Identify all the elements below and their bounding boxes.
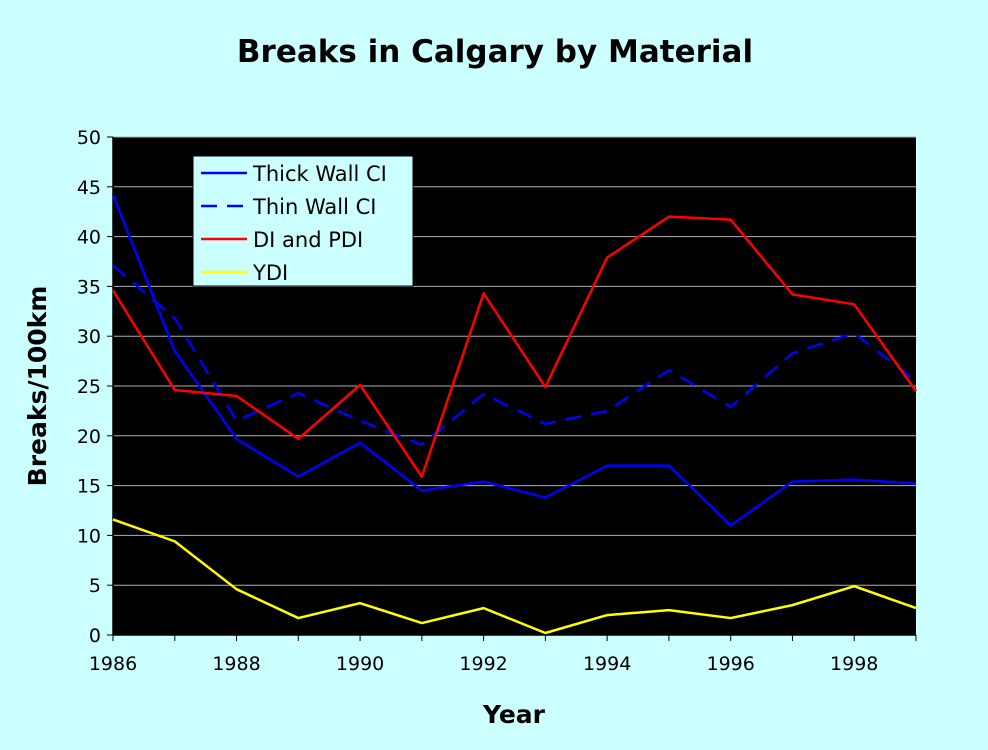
y-axis-title: Breaks/100km: [23, 286, 52, 487]
y-tick-label: 30: [77, 326, 101, 348]
y-tick-label: 5: [89, 575, 101, 597]
tick-labels: 0 5 10 15 20 25 30 35 40 45 50 1986 1988 1990 1992 1994…: [77, 127, 879, 675]
series-line-di-and-pdi: [111, 215, 918, 478]
y-tick-label: 15: [77, 476, 101, 498]
legend: Thick Wall CI Thin Wall CI DI and PDI YDI: [192, 155, 414, 287]
y-tick-label: 35: [77, 276, 101, 298]
y-tick-label: 10: [77, 525, 101, 547]
y-tick-label: 45: [77, 177, 101, 199]
x-axis-title: Year: [482, 700, 546, 729]
legend-label: Thin Wall CI: [252, 195, 376, 219]
x-tick-label: 1992: [459, 653, 507, 675]
y-tick-label: 0: [89, 625, 101, 647]
x-tick-label: 1988: [212, 653, 260, 675]
y-tick-label: 50: [77, 127, 101, 149]
y-tick-label: 40: [77, 227, 101, 249]
legend-label: Thick Wall CI: [252, 162, 387, 186]
series-line-thin-wall-ci: [112, 264, 917, 447]
legend-box: [192, 155, 414, 287]
y-tick-label: 20: [77, 426, 101, 448]
legend-label: YDI: [252, 261, 288, 285]
y-tick-label: 25: [77, 376, 101, 398]
series-line-ydi: [112, 518, 917, 635]
chart-title: Breaks in Calgary by Material: [237, 34, 753, 70]
x-tick-label: 1996: [707, 653, 755, 675]
x-tick-label: 1986: [89, 653, 137, 675]
x-tick-label: 1998: [830, 653, 878, 675]
x-tick-label: 1990: [336, 653, 384, 675]
legend-label: DI and PDI: [253, 228, 363, 252]
series-layer: [111, 194, 918, 635]
x-tick-label: 1994: [583, 653, 631, 675]
axes: [107, 136, 917, 641]
series-line-thick-wall-ci: [111, 194, 917, 527]
